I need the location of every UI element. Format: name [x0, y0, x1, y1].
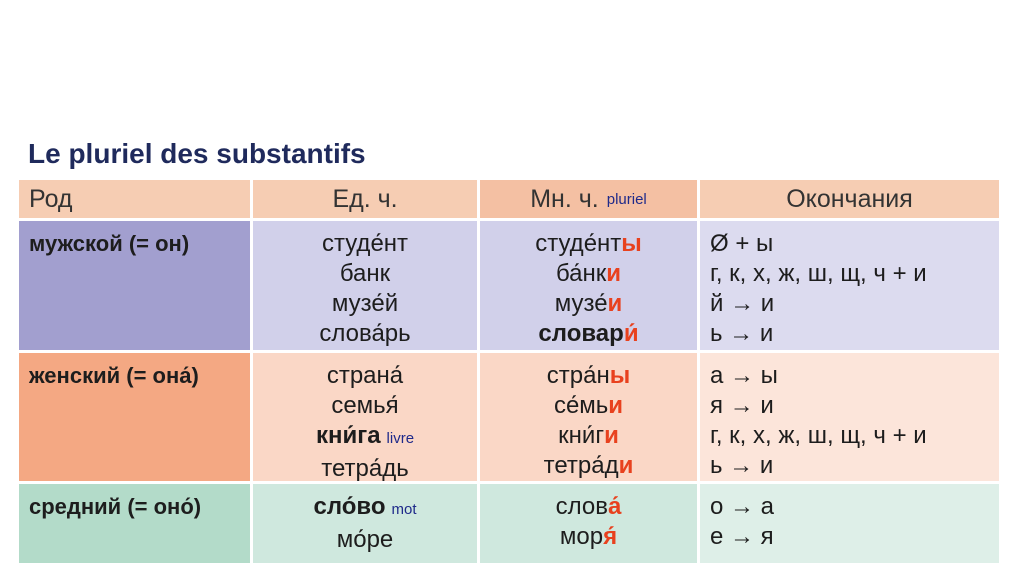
singular-word: музе́й: [253, 289, 477, 319]
singular-word: студе́нт: [253, 229, 477, 259]
word-stem: мор: [559, 523, 604, 550]
word-stem: студе́нт: [535, 230, 622, 257]
header-endings: Окончания: [700, 180, 999, 221]
plural-word: кни́ги: [480, 421, 697, 451]
singular-word: страна́: [253, 361, 477, 391]
gender-label: женский (= она́): [29, 363, 199, 388]
header-gender-label: Род: [29, 184, 73, 213]
header-gender: Род: [19, 180, 253, 221]
word-stem: стра́н: [546, 362, 610, 389]
plural-word: студе́нты: [480, 229, 697, 259]
word-text: банк: [339, 260, 391, 287]
word-stem: музе́: [554, 290, 608, 317]
word-stem: тетра́д: [543, 452, 619, 479]
header-endings-label: Окончания: [786, 184, 913, 213]
plural-word: словари́: [480, 319, 697, 349]
singular-word: семья́: [253, 391, 477, 421]
ending-rule: Ø + ы: [710, 230, 774, 257]
plural-ending: и: [618, 452, 634, 479]
singular-word: кни́га livre: [253, 421, 477, 454]
word-text: кни́га: [315, 422, 381, 449]
plural-word: ба́нки: [480, 259, 697, 289]
word-stem: кни́г: [558, 422, 605, 449]
plural-ending: и: [608, 392, 624, 419]
plural-ending: ы: [621, 230, 642, 257]
singular-word: сло́во mot: [253, 492, 477, 525]
word-stem: ба́нк: [555, 260, 607, 287]
ending-rule: е → я: [710, 523, 774, 550]
plural-ending: и: [604, 422, 619, 449]
plural-ending: я́: [603, 523, 618, 550]
word-text: страна́: [326, 362, 404, 389]
row-neuter-endings: о → а е → я: [700, 484, 999, 563]
word-text: мо́ре: [336, 526, 394, 553]
plural-word: моря́: [480, 522, 697, 552]
singular-word: банк: [253, 259, 477, 289]
word-stem: слов: [555, 493, 608, 520]
plural-word: тетра́ди: [480, 451, 697, 481]
row-feminine-endings: а → ы я → и г, к, х, ж, ш, щ, ч + и ь → и: [700, 353, 999, 484]
row-masculine-plural: студе́нты ба́нки музе́и словари́: [480, 221, 700, 353]
ending-rule: а → ы: [710, 362, 778, 389]
row-masculine-gender: мужской (= он): [19, 221, 253, 353]
plural-word: стра́ны: [480, 361, 697, 391]
row-neuter-gender: средний (= оно́): [19, 484, 253, 563]
row-neuter-singular: сло́во mot мо́ре: [253, 484, 480, 563]
ending-rule: г, к, х, ж, ш, щ, ч + и: [710, 260, 927, 287]
singular-word: мо́ре: [253, 525, 477, 555]
header-singular-label: Ед. ч.: [332, 184, 398, 213]
plural-ending: ы: [609, 362, 631, 389]
row-neuter-plural: слова́ моря́: [480, 484, 700, 563]
header-plural: Мн. ч. pluriel: [480, 180, 700, 221]
gender-label: мужской (= он): [29, 231, 190, 256]
row-feminine-gender: женский (= она́): [19, 353, 253, 484]
word-text: слова́рь: [319, 320, 411, 347]
gender-label: средний (= оно́): [29, 494, 202, 519]
word-text: сло́во: [313, 493, 386, 520]
singular-word: тетра́дь: [253, 454, 477, 484]
word-stem: словар: [538, 320, 624, 347]
row-masculine-singular: студе́нт банк музе́й слова́рь: [253, 221, 480, 353]
ending-rule: ь → и: [710, 452, 774, 479]
ending-rule: ь → и: [710, 320, 774, 347]
word-text: тетра́дь: [321, 455, 409, 482]
ending-rule: о → а: [710, 493, 775, 520]
plural-word: музе́и: [480, 289, 697, 319]
header-plural-label: Мн. ч.: [530, 184, 599, 213]
plural-ending: и: [606, 260, 622, 287]
plural-word: слова́: [480, 492, 697, 522]
translation-note: mot: [391, 501, 417, 518]
header-plural-note: pluriel: [606, 190, 647, 208]
plural-ending: и: [607, 290, 623, 317]
row-feminine-singular: страна́ семья́ кни́га livre тетра́дь: [253, 353, 480, 484]
word-text: семья́: [331, 392, 399, 419]
row-feminine-plural: стра́ны се́мьи кни́ги тетра́ди: [480, 353, 700, 484]
row-masculine-endings: Ø + ы г, к, х, ж, ш, щ, ч + и й → и ь → и: [700, 221, 999, 353]
plural-ending: а́: [608, 493, 622, 520]
translation-note: livre: [386, 430, 415, 447]
ending-rule: г, к, х, ж, ш, щ, ч + и: [710, 422, 927, 449]
word-text: музе́й: [331, 290, 399, 317]
plural-ending: и́: [623, 320, 639, 347]
singular-word: слова́рь: [253, 319, 477, 349]
ending-rule: й → и: [710, 290, 775, 317]
page-title: Le pluriel des substantifs: [28, 138, 366, 169]
word-stem: се́мь: [553, 392, 609, 419]
header-singular: Ед. ч.: [253, 180, 480, 221]
plural-word: се́мьи: [480, 391, 697, 421]
word-text: студе́нт: [321, 230, 409, 257]
ending-rule: я → и: [710, 392, 774, 419]
plural-table: Род Ед. ч. Мн. ч. pluriel Окончания мужс…: [19, 180, 999, 563]
